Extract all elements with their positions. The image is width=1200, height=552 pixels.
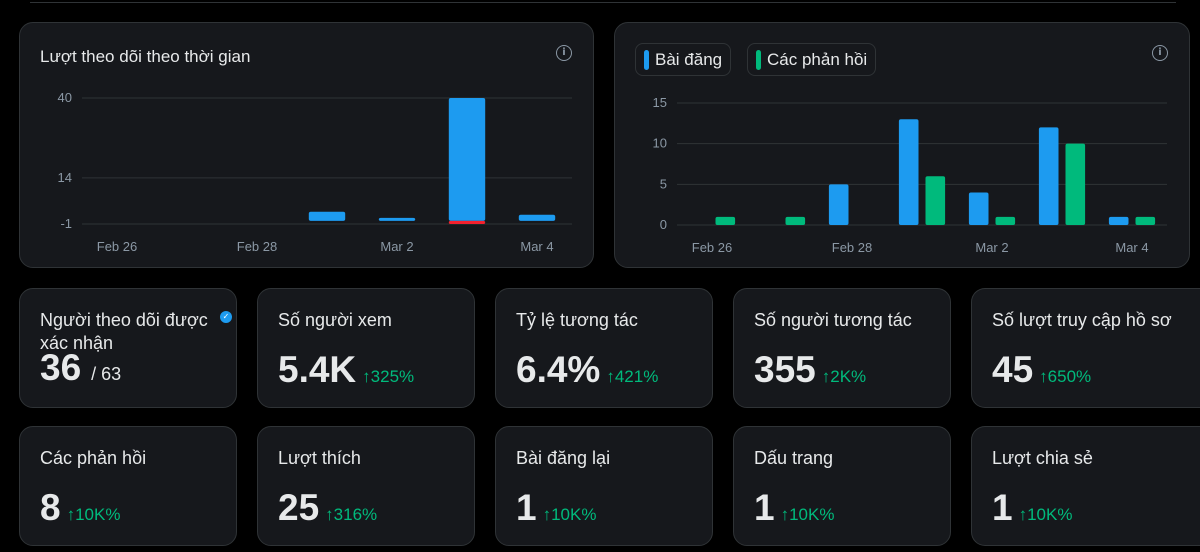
y-tick-label: 0 xyxy=(660,217,667,232)
bar xyxy=(448,98,486,221)
stat-reposts[interactable]: Bài đăng lại 1 ↑10K% xyxy=(495,426,713,546)
stat-value: 36 / 63 xyxy=(40,347,121,389)
bar xyxy=(378,217,416,221)
stat-label: Lượt thích xyxy=(278,448,361,468)
x-tick-label: Feb 28 xyxy=(832,240,872,255)
stat-change: ↑421% xyxy=(606,367,659,386)
bar xyxy=(828,184,849,225)
bar xyxy=(308,211,346,221)
top-divider xyxy=(30,0,1176,3)
stat-verified-followers[interactable]: Người theo dõi được xác nhận ✓ 36 / 63 xyxy=(19,288,237,408)
stat-change: ↑10K% xyxy=(542,505,597,524)
stat-number: 6.4% xyxy=(516,349,601,390)
legend-label-replies: Các phản hồi xyxy=(767,49,868,69)
x-tick-label: Feb 26 xyxy=(692,240,732,255)
stat-engagement-rate[interactable]: Tỷ lệ tương tác 6.4% ↑421% xyxy=(495,288,713,408)
stat-number: 1 xyxy=(516,487,537,528)
bar xyxy=(448,220,486,224)
bar xyxy=(785,216,806,225)
stat-label: Dấu trang xyxy=(754,448,834,468)
verified-badge-icon: ✓ xyxy=(220,311,232,323)
stat-viewers[interactable]: Số người xem 5.4K ↑325% xyxy=(257,288,475,408)
stat-value: 1 ↑10K% xyxy=(516,487,596,529)
legend-swatch-replies xyxy=(756,49,761,70)
stat-shares[interactable]: Lượt chia sẻ 1 ↑10K% xyxy=(971,426,1200,546)
x-tick-label: Mar 2 xyxy=(975,240,1008,255)
bar xyxy=(925,176,946,225)
stat-value: 6.4% ↑421% xyxy=(516,349,658,391)
bar xyxy=(1038,127,1059,225)
bar xyxy=(1065,143,1086,225)
x-tick-label: Feb 28 xyxy=(237,239,277,254)
legend-swatch-posts xyxy=(644,49,649,70)
followers-chart: 40 14 -1 Feb 26 Feb 28 Mar 2 Mar 4 xyxy=(58,90,572,254)
legend-posts[interactable]: Bài đăng xyxy=(635,43,732,76)
stat-number: 1 xyxy=(992,487,1013,528)
x-tick-label: Feb 26 xyxy=(97,239,137,254)
stat-label: Bài đăng lại xyxy=(516,448,611,468)
stat-label: Các phản hồi xyxy=(40,448,147,468)
stat-change: ↑325% xyxy=(362,367,415,386)
stat-total: / 63 xyxy=(91,364,122,384)
stat-change: ↑316% xyxy=(325,505,378,524)
stat-value: 8 ↑10K% xyxy=(40,487,120,529)
stat-profile-visits[interactable]: Số lượt truy cập hồ sơ 45 ↑650% xyxy=(971,288,1200,408)
x-tick-label: Mar 2 xyxy=(380,239,413,254)
y-tick-label: 40 xyxy=(58,90,72,105)
stat-number: 1 xyxy=(754,487,775,528)
stat-number: 355 xyxy=(754,349,816,390)
y-tick-label: 5 xyxy=(660,176,667,191)
x-tick-label: Mar 4 xyxy=(1115,240,1148,255)
stat-value: 45 ↑650% xyxy=(992,349,1091,391)
legend-label-posts: Bài đăng xyxy=(655,49,723,69)
stat-value: 5.4K ↑325% xyxy=(278,349,414,391)
stat-value: 1 ↑10K% xyxy=(754,487,834,529)
posts-replies-chart: 15 10 5 0 Feb 26 Feb 28 Mar 2 Mar 4 xyxy=(653,95,1167,255)
stat-change: ↑10K% xyxy=(1018,505,1073,524)
stat-bookmarks[interactable]: Dấu trang 1 ↑10K% xyxy=(733,426,951,546)
stat-replies[interactable]: Các phản hồi 8 ↑10K% xyxy=(19,426,237,546)
followers-chart-card: Lượt theo dõi theo thời gian i 40 14 -1 Feb… xyxy=(19,22,594,268)
stat-label: Số người tương tác xyxy=(754,310,912,330)
chart-title: Lượt theo dõi theo thời gian xyxy=(40,47,251,66)
stat-label: Người theo dõi được xác nhận xyxy=(40,310,208,353)
stat-label: Số người xem xyxy=(278,310,392,330)
stat-change: ↑650% xyxy=(1039,367,1092,386)
bar xyxy=(898,119,919,225)
posts-replies-chart-card: Bài đăng Các phản hồi i 15 10 5 0 Feb 26 Feb … xyxy=(614,22,1190,268)
y-tick-label: 10 xyxy=(653,136,667,151)
stat-likes[interactable]: Lượt thích 25 ↑316% xyxy=(257,426,475,546)
bar xyxy=(1135,216,1156,225)
stat-number: 36 xyxy=(40,347,82,388)
stat-label: Lượt chia sẻ xyxy=(992,448,1093,468)
bar xyxy=(518,214,556,221)
bar xyxy=(995,216,1016,225)
bar xyxy=(1108,216,1129,225)
stat-value: 1 ↑10K% xyxy=(992,487,1072,529)
stat-change: ↑10K% xyxy=(780,505,835,524)
bar xyxy=(968,192,989,225)
info-icon[interactable]: i xyxy=(1152,45,1168,61)
stat-value: 25 ↑316% xyxy=(278,487,377,529)
stat-number: 25 xyxy=(278,487,320,528)
stat-number: 45 xyxy=(992,349,1034,390)
info-icon[interactable]: i xyxy=(556,45,572,61)
y-tick-label: 15 xyxy=(653,95,667,110)
stat-change: ↑10K% xyxy=(66,505,121,524)
bar xyxy=(715,216,736,225)
x-tick-label: Mar 4 xyxy=(520,239,553,254)
y-tick-label: 14 xyxy=(58,170,72,185)
y-tick-label: -1 xyxy=(60,216,72,231)
legend-replies[interactable]: Các phản hồi xyxy=(747,43,877,76)
stat-label: Số lượt truy cập hồ sơ xyxy=(992,310,1172,330)
stat-engaged-users[interactable]: Số người tương tác 355 ↑2K% xyxy=(733,288,951,408)
stat-value: 355 ↑2K% xyxy=(754,349,866,391)
stat-number: 5.4K xyxy=(278,349,357,390)
stat-label: Tỷ lệ tương tác xyxy=(516,310,638,330)
stat-change: ↑2K% xyxy=(821,367,867,386)
stat-number: 8 xyxy=(40,487,61,528)
